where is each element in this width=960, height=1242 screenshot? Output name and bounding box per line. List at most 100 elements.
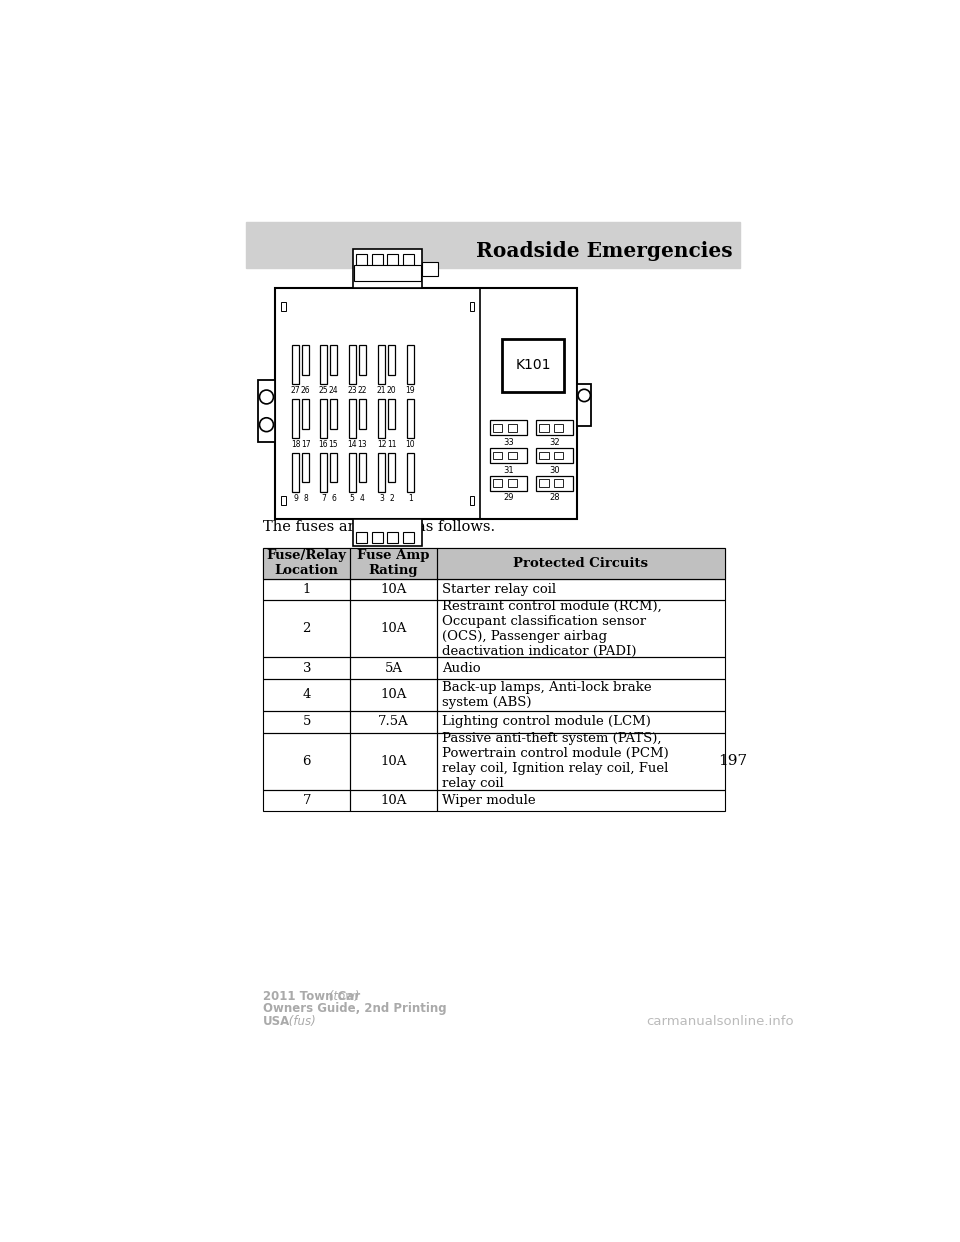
Text: 11: 11 (387, 440, 396, 450)
Bar (492, 479, 502, 487)
Bar (554, 452, 564, 460)
Text: 2: 2 (302, 622, 311, 635)
Text: 14: 14 (348, 440, 357, 450)
Bar (263, 600, 350, 657)
Bar (437, 548, 725, 579)
Bar (537, 476, 573, 491)
Text: Protected Circuits: Protected Circuits (514, 556, 648, 570)
Bar (350, 600, 437, 657)
Bar (247, 222, 740, 268)
Bar (490, 448, 527, 463)
Text: 23: 23 (348, 386, 357, 395)
Text: 10A: 10A (380, 755, 407, 768)
Text: Fuse Amp
Rating: Fuse Amp Rating (357, 549, 430, 578)
Bar (469, 302, 474, 310)
Bar (508, 452, 516, 460)
Bar (359, 453, 366, 482)
Bar (540, 424, 548, 432)
Text: 25: 25 (319, 386, 328, 395)
Text: Back-up lamps, Anti-lock brake
system (ABS): Back-up lamps, Anti-lock brake system (A… (442, 681, 651, 709)
Text: K101: K101 (516, 359, 551, 373)
Bar (403, 532, 414, 543)
Text: 15: 15 (328, 440, 338, 450)
Text: 8: 8 (303, 494, 308, 503)
Text: 28: 28 (549, 493, 560, 502)
Bar (469, 496, 474, 504)
Text: 7.5A: 7.5A (378, 715, 409, 728)
Text: 5: 5 (302, 715, 311, 728)
Bar (378, 453, 385, 492)
Bar (350, 679, 437, 712)
Text: 2: 2 (389, 494, 394, 503)
Text: 7: 7 (321, 494, 325, 503)
Bar (348, 453, 355, 492)
Bar (407, 399, 414, 437)
Text: Audio: Audio (442, 662, 480, 674)
Bar (359, 399, 366, 428)
Text: 4: 4 (360, 494, 365, 503)
Text: Wiper module: Wiper module (442, 794, 536, 807)
Bar (437, 548, 725, 579)
Text: The fuses are coded as follows.: The fuses are coded as follows. (263, 520, 495, 534)
Text: 3: 3 (302, 662, 311, 674)
Bar (302, 453, 309, 482)
Text: 19: 19 (405, 386, 415, 395)
Bar (258, 380, 275, 442)
Text: Owners Guide, 2nd Printing: Owners Guide, 2nd Printing (263, 1002, 447, 1015)
Bar (352, 519, 422, 545)
Bar (350, 548, 437, 579)
Bar (292, 345, 299, 384)
Bar (320, 345, 327, 384)
Text: 18: 18 (291, 440, 300, 450)
Text: 10A: 10A (380, 622, 407, 635)
Bar (263, 790, 350, 811)
Bar (348, 399, 355, 437)
Bar (388, 453, 396, 482)
Bar (356, 253, 368, 265)
Text: 2011 Town Car: 2011 Town Car (263, 990, 361, 1004)
Text: Roadside Emergencies: Roadside Emergencies (475, 241, 732, 261)
Bar (492, 452, 502, 460)
Text: 7: 7 (302, 794, 311, 807)
Bar (508, 479, 516, 487)
Text: 10: 10 (405, 440, 415, 450)
Bar (378, 399, 385, 437)
Text: 17: 17 (300, 440, 310, 450)
Bar (350, 733, 437, 790)
Bar (359, 345, 366, 375)
Bar (330, 345, 337, 375)
Bar (263, 579, 350, 600)
Bar (350, 579, 437, 600)
Bar (378, 345, 385, 384)
Text: 31: 31 (503, 466, 514, 474)
Bar (492, 424, 502, 432)
Circle shape (259, 417, 274, 432)
Bar (275, 288, 577, 519)
Bar (292, 399, 299, 437)
Bar (490, 420, 527, 436)
Text: (tow): (tow) (325, 990, 360, 1004)
Text: USA: USA (263, 1015, 291, 1027)
Bar (422, 262, 438, 276)
Text: 10A: 10A (380, 688, 407, 702)
Text: 10A: 10A (380, 582, 407, 596)
Text: 4: 4 (302, 688, 311, 702)
Text: 9: 9 (293, 494, 298, 503)
Bar (388, 253, 398, 265)
Bar (388, 399, 396, 428)
Bar (508, 424, 516, 432)
Text: carmanualsonline.info: carmanualsonline.info (647, 1015, 794, 1027)
Text: 197: 197 (718, 754, 747, 769)
Bar (356, 532, 368, 543)
Bar (403, 253, 414, 265)
Bar (263, 657, 350, 679)
Text: 10A: 10A (380, 794, 407, 807)
Text: Restraint control module (RCM),
Occupant classification sensor
(OCS), Passenger : Restraint control module (RCM), Occupant… (442, 600, 661, 658)
Text: 6: 6 (302, 755, 311, 768)
Bar (407, 453, 414, 492)
Text: 16: 16 (319, 440, 328, 450)
Bar (263, 548, 350, 579)
Text: 27: 27 (291, 386, 300, 395)
Bar (490, 476, 527, 491)
Text: 21: 21 (377, 386, 386, 395)
